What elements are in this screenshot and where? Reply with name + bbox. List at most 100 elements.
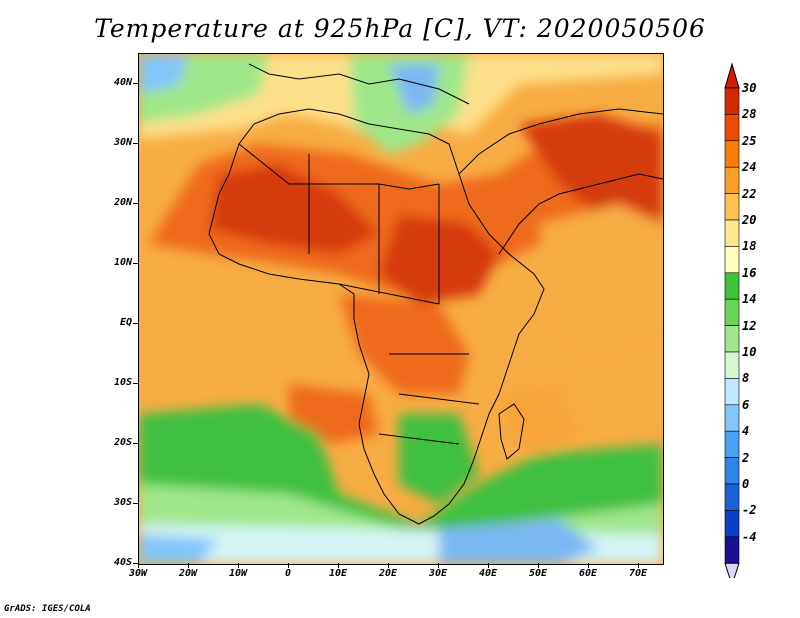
lat-tick-label: 30N	[113, 137, 132, 148]
arabia-hottest	[519, 114, 663, 234]
lon-tick-label: 30E	[428, 568, 448, 579]
colorbar-segment	[724, 87, 740, 115]
lat-tick	[133, 323, 138, 324]
southwest-ocean-blue	[139, 534, 219, 564]
lat-tick	[133, 383, 138, 384]
colorbar-top-arrow	[724, 62, 740, 89]
colorbar-segment	[724, 430, 740, 458]
colorbar-segment	[724, 166, 740, 194]
lon-tick	[388, 563, 389, 568]
colorbar-label: 25	[742, 133, 757, 148]
colorbar-segment	[724, 483, 740, 511]
chart-title: Temperature at 925hPa [C], VT: 202005050…	[94, 14, 706, 43]
lat-tick-label: 40S	[113, 557, 132, 568]
border-line	[378, 353, 480, 445]
colorbar-segment	[724, 351, 740, 379]
indian-ocean-warm	[539, 204, 663, 354]
west-sahara-hottest	[209, 164, 379, 254]
middle-east-coastline	[458, 108, 663, 175]
lon-tick-label: 70E	[628, 568, 648, 579]
colorbar-segment	[724, 193, 740, 221]
colorbar-segment	[724, 457, 740, 485]
lat-tick	[133, 263, 138, 264]
coastlines	[208, 63, 663, 525]
lat-tick	[133, 143, 138, 144]
map-panel	[138, 53, 664, 565]
colorbar-segment	[724, 219, 740, 247]
southern-ocean-blue	[439, 519, 599, 564]
africa-coastline	[208, 108, 545, 525]
lon-tick-label: 20E	[378, 568, 398, 579]
lat-tick-label: 10N	[113, 257, 132, 268]
lon-tick	[138, 563, 139, 568]
southern-africa-green	[399, 414, 479, 504]
lon-tick-label: 10E	[328, 568, 348, 579]
colorbar-label: 8	[742, 371, 750, 386]
colorbar-label: 10	[742, 345, 757, 359]
colorbar-label: 6	[742, 397, 750, 412]
colorbar-segment	[724, 536, 740, 564]
arabian-coastline	[498, 173, 663, 255]
colorbar-segment	[724, 298, 740, 326]
temperature-field	[139, 54, 663, 564]
lon-tick	[588, 563, 589, 568]
border-line	[308, 154, 440, 305]
colorbar-label: 2	[742, 450, 750, 465]
lat-tick-label: 20S	[113, 437, 132, 448]
lon-tick	[238, 563, 239, 568]
colorbar-label: 24	[742, 160, 757, 175]
lon-tick-label: 20W	[178, 568, 198, 579]
lat-tick-label: 10S	[113, 377, 132, 388]
lon-tick-label: 40E	[478, 568, 498, 579]
lon-tick	[438, 563, 439, 568]
lat-tick	[133, 443, 138, 444]
lon-tick	[188, 563, 189, 568]
lon-tick-label: 10W	[228, 568, 248, 579]
europe-coastline	[248, 63, 470, 105]
lat-tick	[133, 563, 138, 564]
lon-tick-label: 60E	[578, 568, 598, 579]
madagascar-warm	[499, 384, 579, 454]
lat-tick	[133, 203, 138, 204]
lon-tick	[488, 563, 489, 568]
colorbar-segment	[724, 378, 740, 406]
equatorial-warm	[339, 294, 469, 394]
colorbar-label: 12	[742, 318, 757, 333]
colorbar-graphic	[724, 62, 740, 578]
colorbar-label: 18	[742, 239, 757, 254]
border-line	[238, 143, 440, 190]
lon-tick-label: 0	[284, 568, 292, 579]
colorbar-segment	[724, 140, 740, 168]
colorbar-label: 4	[742, 424, 750, 439]
lon-tick-label: 30W	[128, 568, 148, 579]
colorbar-label: 22	[742, 186, 757, 201]
footer-credit: GrADS: IGES/COLA	[4, 604, 91, 614]
colorbar-label: 0	[742, 477, 750, 491]
atlantic-blue-north	[139, 54, 189, 94]
lat-tick	[133, 503, 138, 504]
lat-tick	[133, 83, 138, 84]
colorbar-segment	[724, 404, 740, 432]
lon-tick	[538, 563, 539, 568]
colorbar-bottom-arrow	[724, 562, 740, 578]
lon-tick	[638, 563, 639, 568]
lat-tick-label: EQ	[119, 317, 132, 328]
angola-warm	[289, 384, 379, 444]
colorbar-label: 16	[742, 265, 757, 280]
colorbar-segment	[724, 246, 740, 274]
colorbar-label: 30	[742, 81, 757, 95]
colorbar-label: 20	[742, 213, 757, 227]
madagascar-coastline	[498, 403, 525, 460]
lat-tick-label: 30S	[113, 497, 132, 508]
colorbar-label: -4	[742, 529, 757, 544]
colorbar-label: 14	[742, 292, 757, 307]
colorbar-segment	[724, 272, 740, 300]
colorbar-segment	[724, 510, 740, 538]
lat-tick-label: 40N	[113, 77, 132, 88]
colorbar-label: 28	[742, 107, 757, 122]
aegean-blue	[389, 64, 439, 114]
colorbar-segment	[724, 114, 740, 142]
colorbar-label: -2	[742, 503, 757, 518]
lon-tick-label: 50E	[528, 568, 548, 579]
lon-tick	[288, 563, 289, 568]
